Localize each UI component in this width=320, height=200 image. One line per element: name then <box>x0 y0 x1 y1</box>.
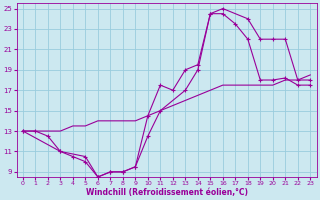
X-axis label: Windchill (Refroidissement éolien,°C): Windchill (Refroidissement éolien,°C) <box>85 188 248 197</box>
